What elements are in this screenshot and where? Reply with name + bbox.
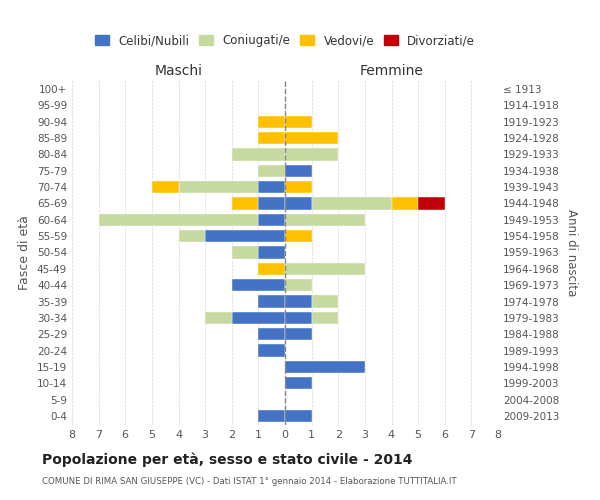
Bar	[285, 262, 365, 275]
Bar	[179, 181, 259, 193]
Bar	[232, 246, 259, 258]
Bar	[285, 116, 311, 128]
Text: Femmine: Femmine	[359, 64, 424, 78]
Bar	[232, 198, 259, 209]
Bar	[285, 410, 311, 422]
Bar	[285, 214, 365, 226]
Bar	[311, 312, 338, 324]
Text: COMUNE DI RIMA SAN GIUSEPPE (VC) - Dati ISTAT 1° gennaio 2014 - Elaborazione TUT: COMUNE DI RIMA SAN GIUSEPPE (VC) - Dati …	[42, 478, 457, 486]
Bar	[259, 296, 285, 308]
Text: Popolazione per età, sesso e stato civile - 2014: Popolazione per età, sesso e stato civil…	[42, 452, 413, 467]
Bar	[259, 410, 285, 422]
Bar	[285, 279, 311, 291]
Legend: Celibi/Nubili, Coniugati/e, Vedovi/e, Divorziati/e: Celibi/Nubili, Coniugati/e, Vedovi/e, Di…	[95, 34, 475, 47]
Bar	[232, 148, 285, 160]
Bar	[259, 328, 285, 340]
Bar	[259, 116, 285, 128]
Bar	[392, 198, 418, 209]
Bar	[285, 198, 311, 209]
Bar	[259, 181, 285, 193]
Text: Maschi: Maschi	[155, 64, 203, 78]
Bar	[259, 132, 285, 144]
Bar	[259, 246, 285, 258]
Bar	[285, 132, 338, 144]
Bar	[259, 262, 285, 275]
Y-axis label: Fasce di età: Fasce di età	[19, 215, 31, 290]
Bar	[285, 164, 311, 177]
Bar	[285, 181, 311, 193]
Bar	[285, 312, 311, 324]
Bar	[285, 148, 338, 160]
Bar	[232, 312, 285, 324]
Bar	[232, 279, 285, 291]
Bar	[259, 164, 285, 177]
Bar	[285, 377, 311, 390]
Bar	[98, 214, 259, 226]
Bar	[311, 198, 392, 209]
Bar	[311, 296, 338, 308]
Bar	[285, 296, 311, 308]
Bar	[259, 214, 285, 226]
Bar	[179, 230, 205, 242]
Bar	[259, 344, 285, 356]
Y-axis label: Anni di nascita: Anni di nascita	[565, 209, 578, 296]
Bar	[285, 328, 311, 340]
Bar	[259, 198, 285, 209]
Bar	[285, 361, 365, 373]
Bar	[205, 312, 232, 324]
Bar	[152, 181, 179, 193]
Bar	[418, 198, 445, 209]
Bar	[285, 230, 311, 242]
Bar	[205, 230, 285, 242]
